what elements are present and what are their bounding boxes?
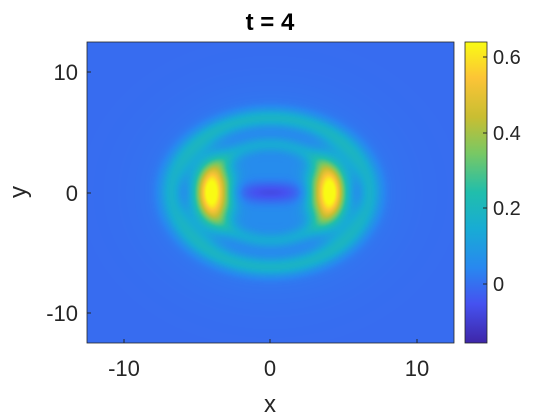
y-tick-label: 0 [66, 181, 78, 206]
heatmap [86, 41, 455, 344]
colorbar: 0.6 0.4 0.2 0 [464, 41, 521, 344]
heatmap-image [87, 42, 454, 343]
y-axis: 10 0 -10 y [5, 60, 91, 326]
colorbar-tick-label: 0 [493, 274, 504, 296]
x-axis-label: x [264, 391, 276, 418]
colorbar-gradient [464, 41, 488, 344]
colorbar-tick-label: 0.4 [493, 123, 521, 145]
y-tick-label: -10 [46, 301, 78, 326]
colorbar-tick-label: 0.2 [493, 198, 521, 220]
x-axis: -10 0 10 x [108, 339, 429, 418]
y-tick-label: 10 [54, 60, 78, 85]
y-axis-label: y [5, 186, 32, 198]
x-tick-label: 10 [405, 356, 429, 381]
colorbar-tick-label: 0.6 [493, 47, 521, 69]
chart-title: t = 4 [246, 9, 295, 36]
x-tick-label: -10 [108, 356, 140, 381]
x-tick-label: 0 [264, 356, 276, 381]
